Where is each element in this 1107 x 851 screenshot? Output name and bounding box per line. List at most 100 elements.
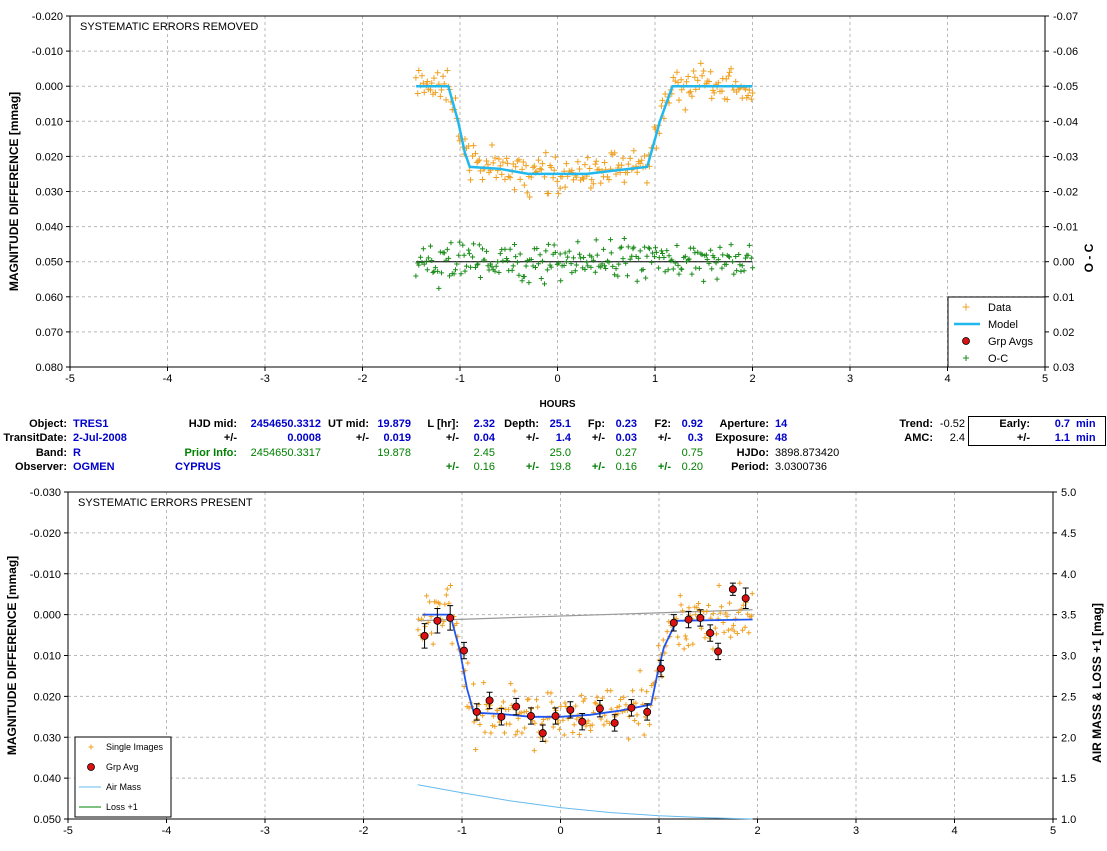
early-label: Early: bbox=[968, 416, 1033, 431]
single-image-point bbox=[723, 610, 729, 616]
location-value: CYPRUS bbox=[175, 461, 221, 473]
oc-point bbox=[526, 280, 532, 286]
oc-point bbox=[571, 255, 577, 261]
single-image-point bbox=[655, 643, 661, 649]
grp-avg-point bbox=[728, 585, 737, 594]
oc-point bbox=[497, 251, 503, 257]
single-image-point bbox=[518, 710, 524, 716]
data-point bbox=[474, 158, 481, 165]
grp-avg-point bbox=[459, 646, 468, 655]
data-point bbox=[587, 184, 594, 191]
single-image-point bbox=[721, 629, 727, 635]
plot-frame bbox=[69, 15, 1046, 368]
oc-point bbox=[650, 250, 656, 256]
oc-point bbox=[480, 246, 486, 252]
data-point bbox=[584, 154, 591, 161]
oc-point bbox=[504, 255, 510, 261]
single-image-point bbox=[583, 723, 589, 729]
single-image-point bbox=[727, 600, 733, 606]
x-tick-label: 0 bbox=[557, 825, 563, 837]
oc-point bbox=[500, 258, 506, 264]
oc-point bbox=[454, 261, 460, 267]
oc-point bbox=[643, 275, 649, 281]
single-image-point bbox=[608, 688, 614, 694]
single-image-point bbox=[702, 635, 708, 641]
single-image-point bbox=[429, 630, 435, 636]
oc-point bbox=[447, 273, 453, 279]
early-err-label: +/- bbox=[968, 431, 1033, 446]
oc-point bbox=[620, 256, 626, 262]
grp-avg-point bbox=[512, 702, 521, 711]
model-line bbox=[416, 84, 753, 176]
oc-point bbox=[413, 273, 419, 279]
early-err-value: 1.1 bbox=[1033, 431, 1073, 446]
empty-cell bbox=[414, 446, 462, 461]
oc-point bbox=[577, 251, 583, 257]
data-point bbox=[691, 74, 698, 81]
depth-err-value: 1.4 bbox=[555, 432, 571, 445]
y2-tick-label: -0.03 bbox=[1053, 151, 1078, 163]
model-line bbox=[422, 613, 753, 718]
ut-err-label: +/- bbox=[355, 432, 369, 445]
length-label: L [hr]: bbox=[427, 417, 459, 430]
data-point bbox=[568, 167, 575, 174]
data-point bbox=[524, 189, 531, 196]
single-image-point bbox=[535, 704, 541, 710]
oc-point bbox=[704, 256, 710, 262]
data-point bbox=[548, 164, 555, 171]
oc-point bbox=[588, 264, 594, 270]
single-image-point bbox=[639, 687, 645, 693]
single-image-point bbox=[694, 604, 700, 610]
oc-point bbox=[637, 248, 643, 254]
data-point bbox=[554, 178, 561, 185]
oc-point bbox=[558, 278, 564, 284]
oc-point bbox=[484, 248, 490, 254]
oc-point bbox=[733, 253, 739, 259]
oc-point bbox=[674, 242, 680, 248]
single-image-point bbox=[681, 646, 687, 652]
grp-avg-point bbox=[714, 647, 723, 656]
data-point bbox=[467, 176, 474, 183]
y2-axis-label: O - C bbox=[1082, 243, 1096, 272]
single-image-point bbox=[531, 748, 537, 754]
data-point bbox=[535, 157, 542, 164]
oc-point bbox=[582, 266, 588, 272]
oc-point bbox=[519, 278, 525, 284]
x-tick-label: 1 bbox=[652, 373, 658, 385]
single-image-point bbox=[449, 641, 455, 647]
oc-point bbox=[510, 263, 516, 269]
single-image-point bbox=[604, 718, 610, 724]
data-point bbox=[611, 149, 618, 156]
single-image-point bbox=[477, 722, 483, 728]
oc-point bbox=[568, 261, 574, 267]
prior-f2-err-label: +/- bbox=[657, 461, 671, 473]
oc-point bbox=[486, 267, 492, 273]
single-image-point bbox=[532, 720, 538, 726]
y-tick-label: -0.010 bbox=[30, 569, 61, 581]
data-point bbox=[711, 89, 718, 96]
legend-grpavg-marker bbox=[87, 763, 95, 771]
y2-axis-label: AIR MASS & LOSS +1 [mag] bbox=[1090, 603, 1104, 763]
hjd-mid-value: 2454650.3312 bbox=[250, 417, 321, 430]
single-image-point bbox=[693, 612, 699, 618]
oc-point bbox=[569, 270, 575, 276]
grp-avg-point bbox=[706, 629, 715, 638]
oc-point bbox=[642, 244, 648, 250]
single-image-point bbox=[677, 593, 683, 599]
data-point bbox=[488, 142, 495, 149]
single-image-point bbox=[419, 616, 425, 622]
data-point bbox=[537, 165, 544, 172]
single-image-point bbox=[442, 601, 448, 607]
oc-point bbox=[444, 246, 450, 252]
oc-point bbox=[516, 272, 522, 278]
single-image-point bbox=[685, 642, 691, 648]
oc-point bbox=[686, 256, 692, 262]
data-point bbox=[687, 88, 694, 95]
data-point bbox=[438, 86, 445, 93]
oc-point bbox=[682, 253, 688, 259]
single-image-point bbox=[526, 696, 532, 702]
oc-point bbox=[461, 252, 467, 258]
prior-fp-err-label: +/- bbox=[591, 461, 605, 473]
plot-frame bbox=[67, 491, 1054, 820]
oc-point bbox=[477, 274, 483, 280]
